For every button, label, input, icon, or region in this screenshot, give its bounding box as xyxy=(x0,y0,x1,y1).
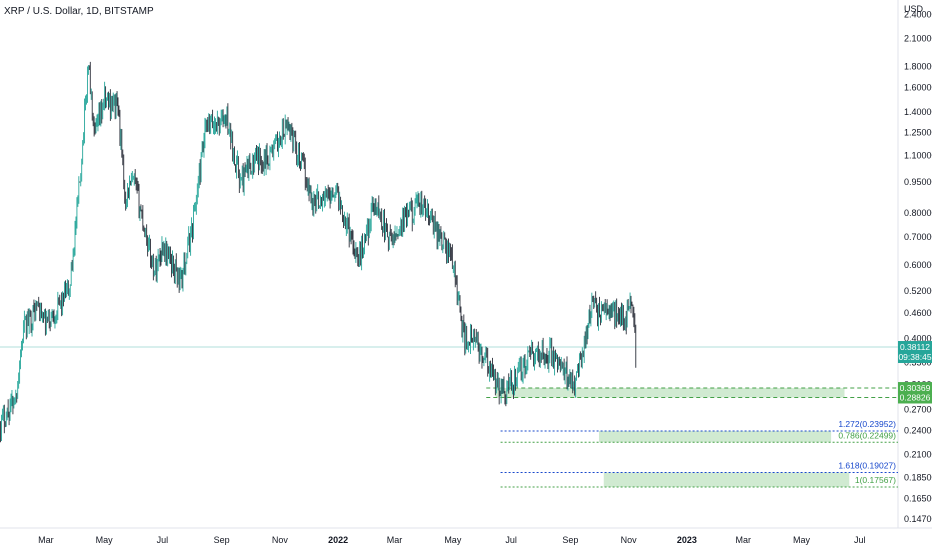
fib-level-label: 1(0.17567) xyxy=(855,475,896,485)
x-tick-label: Sep xyxy=(562,535,578,545)
fib-target-zone xyxy=(598,430,832,443)
x-tick-label: Nov xyxy=(621,535,638,545)
x-tick-label: Sep xyxy=(214,535,230,545)
x-tick-label: May xyxy=(96,535,114,545)
current-price-tag: 0.38112 xyxy=(900,342,930,352)
zone-low-tag: 0.28826 xyxy=(900,392,931,402)
x-tick-label: 2022 xyxy=(328,535,348,545)
chart-title: XRP / U.S. Dollar, 1D, BITSTAMP xyxy=(4,6,154,17)
fib-target-zone xyxy=(603,472,850,487)
zone-high-tag: 0.30369 xyxy=(900,383,931,393)
x-tick-label: Mar xyxy=(38,535,54,545)
x-tick-label: May xyxy=(444,535,462,545)
x-tick-label: May xyxy=(793,535,811,545)
x-tick-label: Jul xyxy=(854,535,866,545)
y-tick-label: 1.25000 xyxy=(904,127,932,137)
zone-high-tag-box xyxy=(898,382,932,395)
x-tick-label: Jul xyxy=(157,535,169,545)
fib-level-label: 1.618(0.19027) xyxy=(838,461,896,471)
x-tick-label: Nov xyxy=(272,535,289,545)
x-tick-label: Jul xyxy=(505,535,517,545)
countdown-timer: 09:38:45 xyxy=(898,352,931,362)
x-tick-label: Mar xyxy=(387,535,403,545)
fib-level-label: 0.786(0.22499) xyxy=(838,430,896,440)
support-zone xyxy=(495,388,845,398)
current-price-tag-box xyxy=(898,341,932,364)
fib-level-label: 1.272(0.23952) xyxy=(838,419,896,429)
zone-low-tag-box xyxy=(898,391,932,404)
x-tick-label: Mar xyxy=(735,535,751,545)
y-tick-label: 0.14700 xyxy=(904,514,932,524)
x-tick-label: 2023 xyxy=(677,535,697,545)
y-axis-unit: USD xyxy=(904,4,924,14)
